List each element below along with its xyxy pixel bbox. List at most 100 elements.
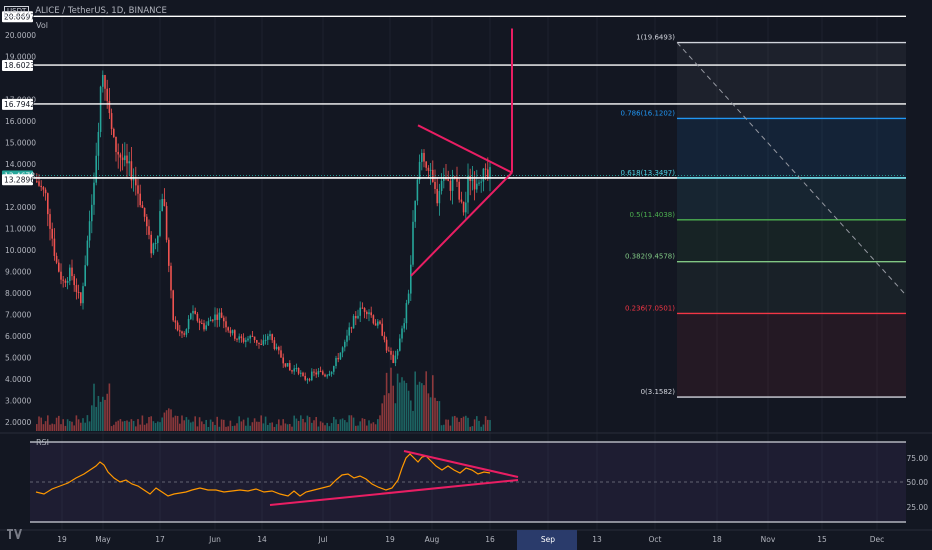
candle-body	[487, 169, 489, 178]
candle-body	[297, 368, 300, 374]
candle-body	[352, 316, 355, 329]
volume-bar	[425, 371, 427, 431]
candle-body	[465, 202, 467, 213]
price-tick-label: 8.0000	[5, 289, 31, 298]
price-axis[interactable]: 20.000019.000017.000016.000015.000014.00…	[2, 11, 928, 512]
candle-body	[212, 319, 214, 321]
volume-bar	[143, 424, 146, 431]
volume-bar	[82, 418, 84, 431]
price-tag-top-bg	[2, 11, 33, 23]
candle-body	[355, 316, 357, 319]
time-axis[interactable]: 19 May 17 Jun 14 Jul 19 Aug 16 Sep 13 Oct 18 Nov 15 Dec	[0, 529, 932, 550]
volume-bar	[489, 420, 491, 431]
tradingview-logo-icon[interactable]	[7, 528, 23, 540]
currency-badge[interactable]: USDT	[4, 5, 30, 17]
candle-body	[88, 221, 91, 241]
volume-bar	[471, 426, 474, 431]
candle-body	[436, 188, 438, 204]
candle-body	[405, 303, 408, 324]
volume-bar	[102, 396, 104, 431]
rsi-trend-lower	[269, 479, 519, 506]
volume-bar	[297, 420, 300, 431]
candle-body	[93, 182, 95, 205]
candle-body	[137, 185, 139, 194]
candle-body	[308, 379, 311, 381]
time-tick-label: Jun	[208, 535, 221, 544]
candle-body	[80, 292, 82, 304]
candle-body	[179, 330, 181, 332]
candle-body	[77, 291, 80, 293]
candle-body	[157, 235, 159, 244]
volume-bar	[326, 422, 328, 431]
volume-bar	[152, 421, 155, 431]
candle-body	[473, 179, 476, 190]
candle-body	[434, 181, 436, 189]
volume-bar	[390, 367, 392, 431]
volume-bar	[77, 419, 80, 431]
volume-bar	[414, 371, 416, 431]
volume-bar	[451, 416, 454, 431]
candle-body	[69, 267, 71, 281]
fib-level-label: 1(19.6493)	[636, 34, 675, 42]
candle-body	[66, 280, 69, 283]
time-tick-label: 15	[817, 535, 827, 544]
volume-bar	[137, 419, 139, 431]
candle-body	[102, 74, 104, 87]
volume-bar	[36, 424, 38, 431]
candle-body	[295, 368, 298, 370]
time-tick-label: May	[95, 535, 111, 544]
volume-bar	[311, 422, 313, 431]
volume-bar	[161, 417, 163, 431]
volume-bar	[251, 422, 254, 431]
candle-body	[456, 178, 458, 182]
volume-bar	[480, 426, 482, 431]
volume-bar	[469, 426, 471, 431]
candle-body	[313, 371, 315, 373]
candle-body	[253, 336, 256, 341]
candle-body	[130, 161, 133, 181]
candle-body	[245, 340, 247, 342]
volume-bar	[467, 417, 469, 431]
candle-body	[223, 317, 225, 322]
candle-body	[55, 255, 58, 263]
candle-body	[256, 340, 258, 343]
volume-bar	[317, 426, 320, 431]
price-tag-level-bg	[2, 174, 33, 186]
volume-bar	[306, 415, 309, 431]
candle-body	[348, 327, 350, 336]
volume-bar	[124, 421, 126, 431]
volume-bar	[146, 423, 148, 431]
volume-label: Vol	[36, 21, 48, 30]
price-tick-label: 5.0000	[5, 354, 31, 363]
volume-bar	[473, 419, 476, 431]
candle-body	[225, 321, 227, 328]
volume-bar	[436, 400, 438, 431]
candle-body	[82, 286, 84, 304]
volume-bar	[361, 418, 364, 431]
rsi-tick-label: 50.00	[907, 478, 929, 487]
candle-body	[71, 267, 73, 277]
fib-retracement[interactable]: 1(19.6493) 0.786(16.1202) 0.618(13.3497) 0.…	[621, 34, 906, 398]
volume-bar	[135, 426, 137, 431]
candle-body	[192, 310, 194, 314]
volume-bar	[403, 380, 405, 431]
volume-bar	[313, 420, 315, 431]
volume-bar	[379, 415, 381, 431]
volume-bar	[115, 421, 117, 431]
fib-level-label: 0.618(13.3497)	[621, 169, 676, 177]
candle-body	[249, 335, 251, 339]
symbol-title[interactable]: ALICE / TetherUS, 1D, BINANCE	[35, 6, 167, 16]
candle-body	[489, 167, 491, 178]
symmetrical-triangle-pattern[interactable]	[410, 28, 513, 277]
price-tag-top: 20.8697	[4, 12, 35, 21]
volume-bar	[71, 421, 73, 431]
price-tick-label: 16.0000	[5, 117, 36, 126]
candle-body	[113, 128, 115, 137]
candle-body	[407, 293, 410, 304]
volume-bar	[271, 422, 273, 431]
volume-bar	[462, 416, 465, 431]
candle-body	[203, 323, 205, 330]
volume-bar	[190, 422, 192, 431]
volume-bar	[416, 384, 419, 431]
